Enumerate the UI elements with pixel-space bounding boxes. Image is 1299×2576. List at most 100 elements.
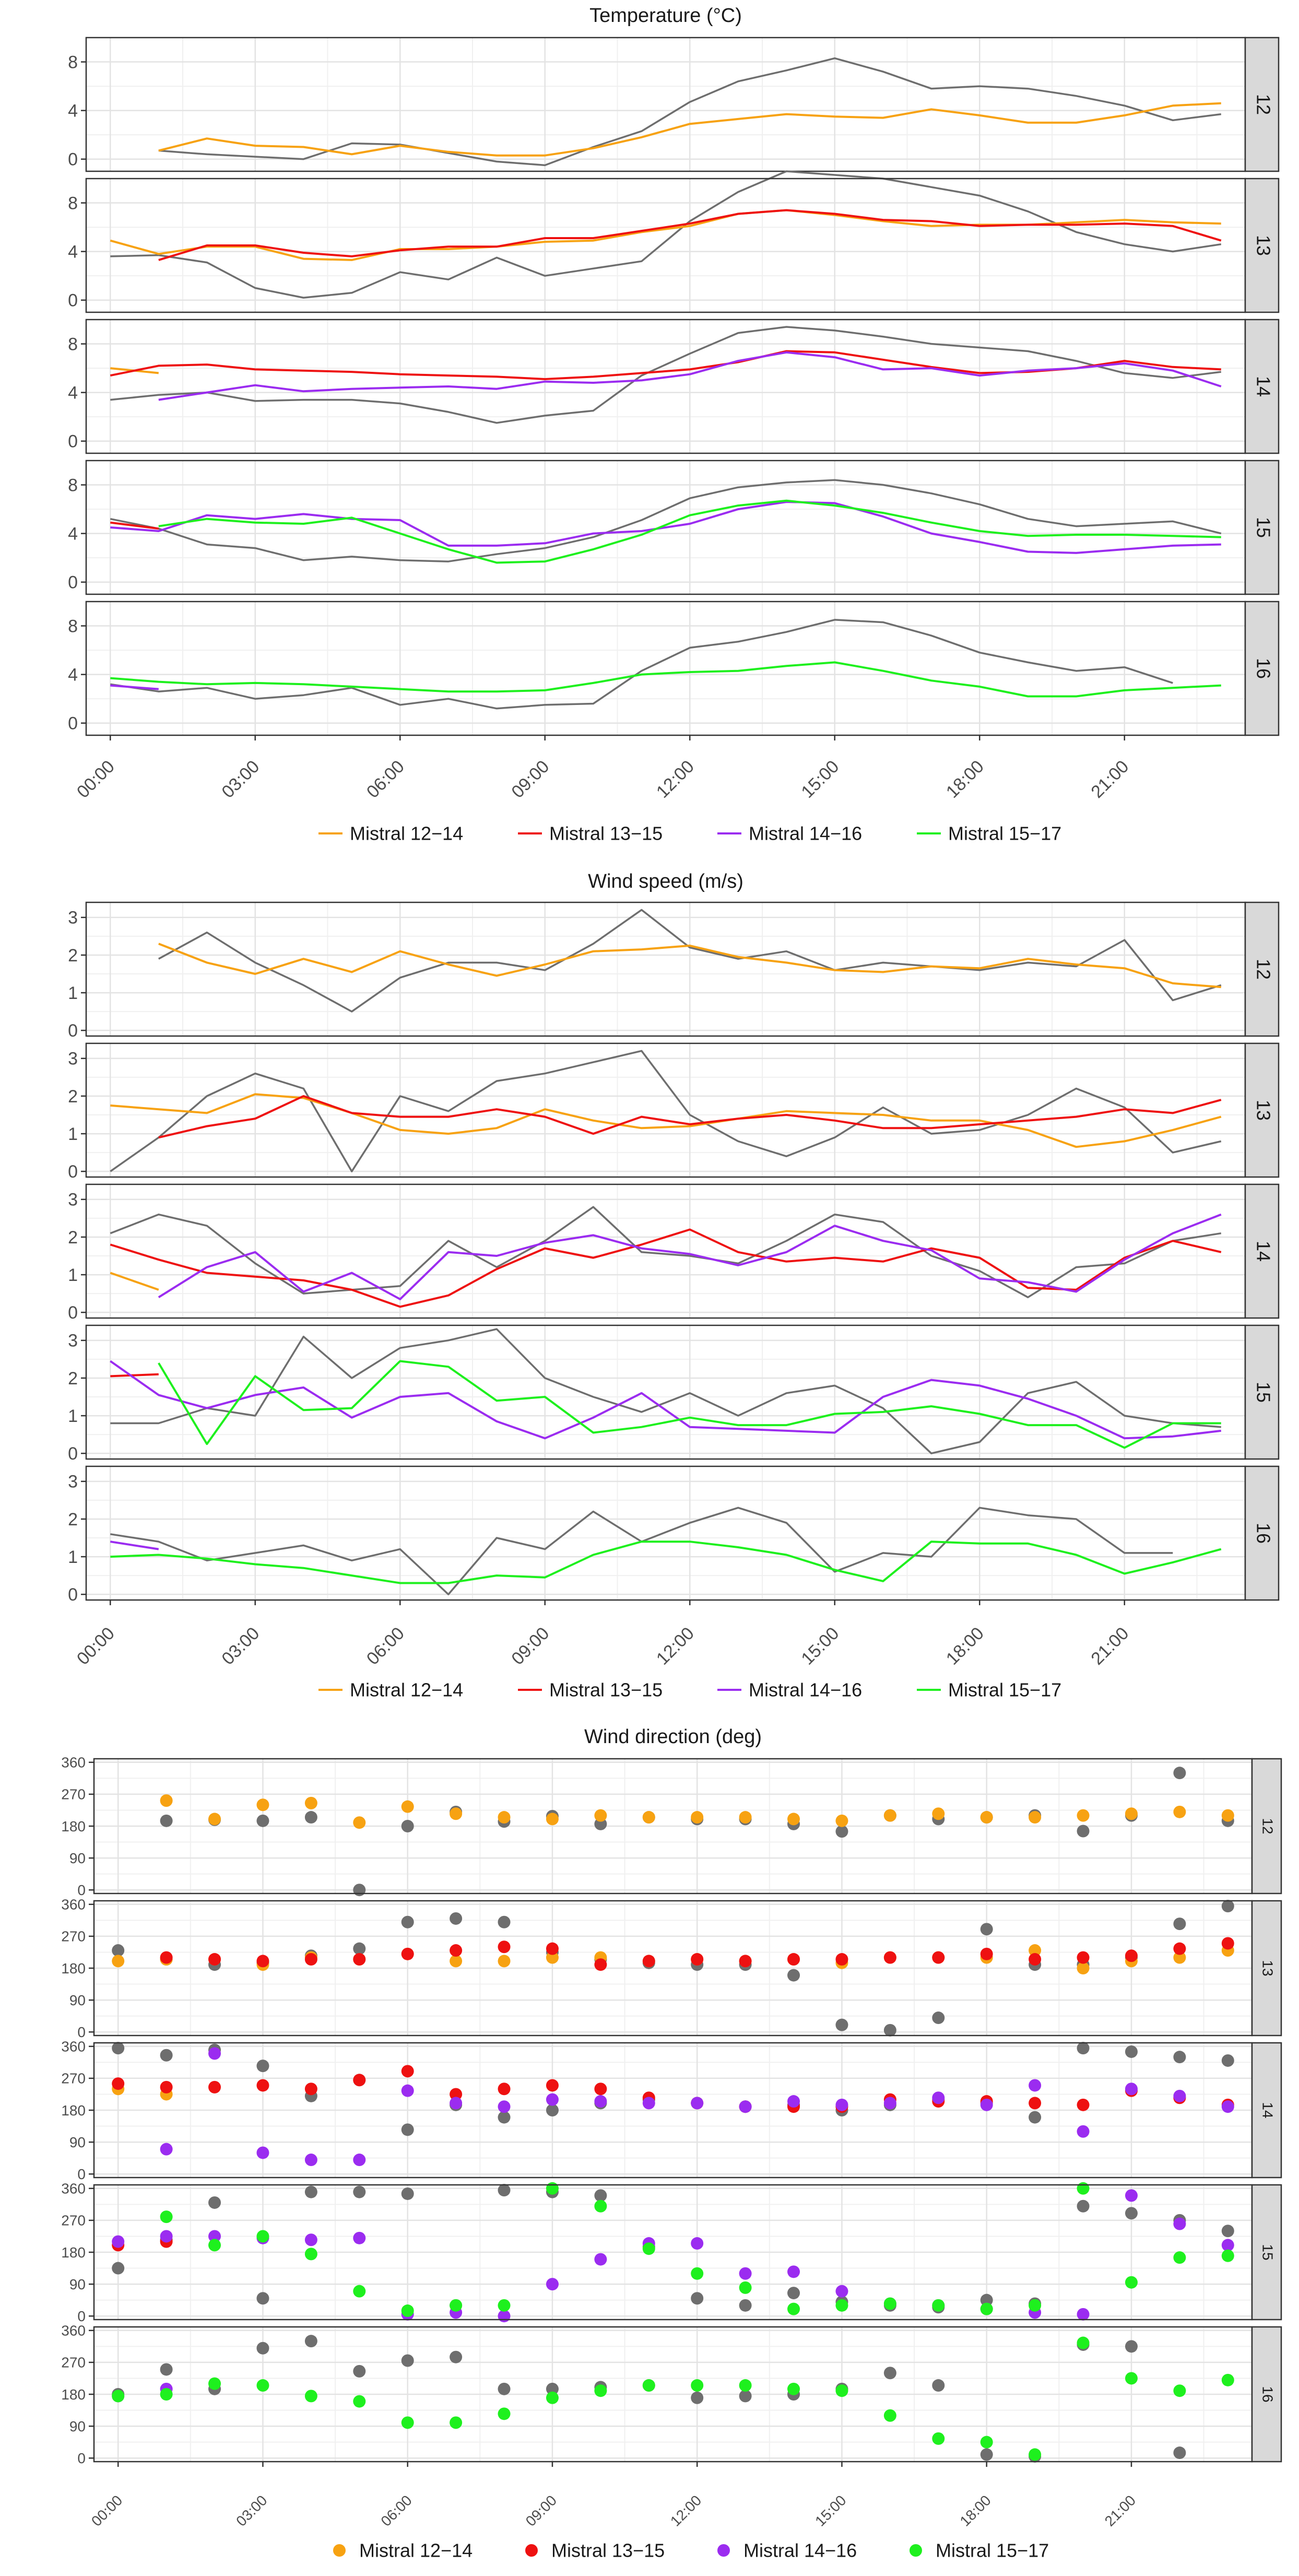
legend-label: Mistral 13−15	[551, 2540, 665, 2561]
series-grey-point	[208, 2196, 221, 2209]
series-mistral-12-14-point	[642, 1811, 655, 1824]
series-mistral-15-17-point	[450, 2299, 463, 2312]
series-mistral-14-16-point	[787, 2265, 800, 2278]
y-tick-label: 90	[69, 1992, 86, 2008]
series-mistral-15-17-point	[160, 2210, 173, 2224]
series-mistral-15-17-point	[1029, 2299, 1042, 2312]
y-tick-label: 4	[68, 383, 78, 403]
series-grey-point	[932, 2012, 945, 2025]
series-mistral-13-15-point	[546, 2079, 559, 2092]
series-mistral-12-14-point	[401, 1800, 414, 1813]
x-tick-label: 18:00	[942, 1624, 988, 1669]
y-tick-label: 0	[77, 1882, 86, 1898]
series-grey-point	[1029, 2111, 1042, 2124]
y-tick-label: 0	[68, 150, 78, 170]
legend-label: Mistral 14−16	[749, 1679, 862, 1701]
series-mistral-14-16-point	[691, 2097, 704, 2110]
panel-13: 0 1 2 3 13	[68, 1042, 1280, 1182]
series-mistral-12-14-point	[1173, 1951, 1186, 1964]
facet-strip-label: 14	[1253, 376, 1274, 397]
legend-label: Mistral 13−15	[549, 1679, 663, 1701]
legend-label: Mistral 15−17	[948, 1679, 1061, 1701]
y-tick-label: 0	[68, 714, 78, 734]
series-mistral-15-17-point	[546, 2391, 559, 2404]
series-mistral-14-16-point	[1077, 2308, 1090, 2321]
series-mistral-13-15-point	[1029, 2097, 1042, 2110]
series-mistral-14-16-point	[1173, 2217, 1186, 2230]
series-mistral-15-17-point	[642, 2379, 655, 2392]
series-mistral-13-15-point	[498, 2083, 511, 2096]
y-tick-label: 180	[61, 1960, 86, 1977]
series-grey-line	[110, 1328, 1221, 1454]
chart-wind-speed-m-s: Wind speed (m/s)012312012313012314012315…	[68, 871, 1280, 1701]
panel-15: 0 1 2 3 15	[68, 1324, 1280, 1464]
facet-strip-label: 12	[1253, 94, 1274, 115]
series-grey-point	[835, 1825, 848, 1838]
series-mistral-12-14-point	[160, 1794, 173, 1807]
series-mistral-14-16-point	[642, 2097, 655, 2110]
legend-label: Mistral 14−16	[743, 2540, 857, 2561]
series-mistral-14-16-point	[1029, 2079, 1042, 2092]
x-tick-label: 15:00	[812, 2492, 849, 2529]
x-tick-label: 06:00	[377, 2492, 415, 2529]
y-tick-label: 90	[69, 2276, 86, 2292]
series-mistral-13-15-point	[932, 1951, 945, 1964]
series-grey-point	[1077, 1825, 1090, 1838]
series-mistral-14-16-point	[1221, 2239, 1234, 2252]
series-mistral-15-17-point	[787, 2302, 800, 2315]
y-tick-label: 3	[68, 1190, 78, 1210]
panel-14: 0 4 8 14	[68, 319, 1280, 454]
series-grey-point	[1125, 2207, 1138, 2220]
y-tick-label: 1	[68, 983, 78, 1003]
y-tick-label: 180	[61, 1818, 86, 1834]
y-tick-label: 8	[68, 475, 78, 495]
series-mistral-15-17-point	[1173, 2251, 1186, 2264]
series-mistral-12-14-point	[594, 1809, 607, 1822]
series-grey-point	[401, 2123, 414, 2136]
series-mistral-12-14-point	[739, 1811, 752, 1824]
y-tick-label: 0	[68, 1444, 78, 1464]
series-mistral-13-15-point	[353, 2074, 366, 2087]
facet-strip	[1244, 1324, 1280, 1460]
x-tick-label: 15:00	[797, 757, 843, 802]
y-tick-label: 270	[61, 2355, 86, 2371]
series-mistral-14-16-point	[932, 2091, 945, 2104]
facet-strip	[1244, 1183, 1280, 1319]
series-mistral-12-14-point	[1173, 1805, 1186, 1818]
panel-16: 0 4 8 16 00:00 03:00 06:00 09:00 12:00 15:00 18:00…	[68, 601, 1280, 802]
series-mistral-12-14-point	[1029, 1944, 1042, 1957]
series-grey-point	[1173, 2051, 1186, 2064]
panel-12: 0 4 8 12	[68, 37, 1280, 172]
series-mistral-12-14-point	[256, 1798, 269, 1812]
series-mistral-13-15-point	[304, 1953, 317, 1966]
series-mistral-13-15-point	[450, 1944, 463, 1957]
series-mistral-14-16-point	[208, 2047, 221, 2060]
series-grey-point	[787, 2287, 800, 2300]
y-tick-label: 90	[69, 2134, 86, 2150]
series-mistral-15-17-point	[1077, 2182, 1090, 2195]
legend-label: Mistral 15−17	[948, 823, 1061, 844]
series-grey-point	[304, 2335, 317, 2348]
series-mistral-12-14-point	[1125, 1807, 1138, 1820]
panel-12: 0 90 180 270 360 12	[61, 1755, 1282, 1898]
series-grey-point	[256, 2292, 269, 2305]
y-tick-label: 0	[77, 2308, 86, 2324]
series-mistral-15-17-point	[498, 2407, 511, 2420]
series-mistral-12-14-point	[208, 1813, 221, 1826]
series-mistral-15-17-point	[1125, 2372, 1138, 2385]
legend: Mistral 12−14 Mistral 13−15 Mistral 14−16 M…	[318, 823, 1061, 844]
series-mistral-12-14-point	[546, 1951, 559, 1964]
series-grey-point	[594, 2189, 607, 2202]
series-grey-point	[739, 2299, 752, 2312]
y-tick-label: 0	[77, 2024, 86, 2040]
series-mistral-15-17-point	[304, 2390, 317, 2403]
series-mistral-13-15-line	[110, 1373, 159, 1378]
x-tick-label: 15:00	[797, 1624, 843, 1669]
series-mistral-14-16-point	[835, 2098, 848, 2111]
series-mistral-13-15-line	[158, 1095, 1222, 1139]
chart-temperature-c: Temperature (°C) 0 4 8 12 0 4 8 13 0 4 8 14 0 4 8 15 0 4 8 1…	[68, 5, 1280, 844]
series-mistral-14-16-point	[208, 2230, 221, 2243]
facet-strip	[1251, 2184, 1282, 2321]
